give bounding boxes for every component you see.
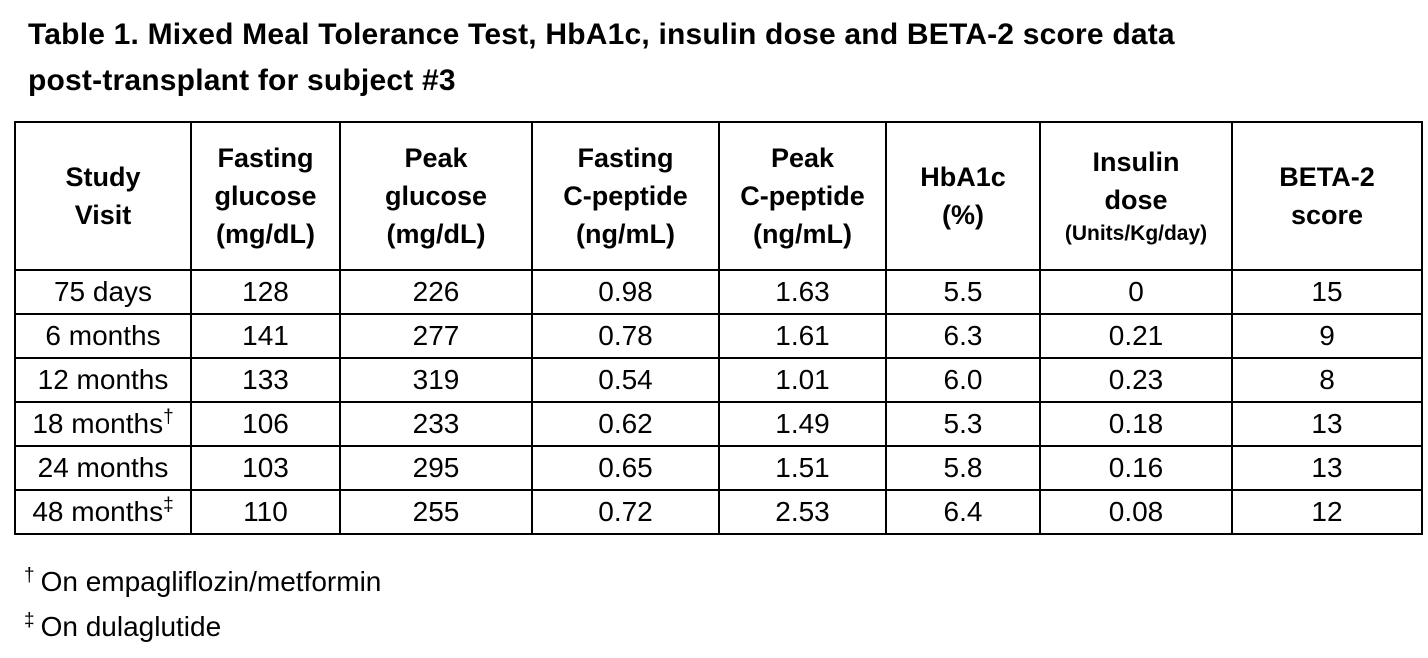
hba1c-cell: 6.0 [885,357,1041,403]
fasting-cpeptide-cell: 0.54 [531,357,720,403]
table-row: 75 days 128 226 0.98 1.63 5.5 0 15 [14,269,1423,315]
footnotes: † On empagliflozin/metformin ‡ On dulaglut… [24,559,1428,649]
beta2-score-cell: 15 [1231,269,1423,315]
fasting-glucose-cell: 110 [190,489,341,535]
peak-cpeptide-cell: 1.49 [718,401,887,447]
insulin-dose-cell: 0.23 [1039,357,1233,403]
peak-cpeptide-cell: 1.63 [718,269,887,315]
hba1c-cell: 6.4 [885,489,1041,535]
peak-glucose-cell: 319 [339,357,533,403]
col-header-beta2-score: BETA-2 score [1231,121,1423,271]
peak-cpeptide-cell: 2.53 [718,489,887,535]
col-header-hba1c: HbA1c (%) [885,121,1041,271]
insulin-dose-cell: 0.16 [1039,445,1233,491]
fasting-glucose-cell: 133 [190,357,341,403]
col-header-fasting-glucose: Fasting glucose (mg/dL) [190,121,341,271]
footnote-double-dagger: ‡ On dulaglutide [24,604,1428,649]
insulin-dose-cell: 0.18 [1039,401,1233,447]
fasting-cpeptide-cell: 0.62 [531,401,720,447]
beta2-score-cell: 9 [1231,313,1423,359]
table-header-row: Study Visit Fasting glucose (mg/dL) Peak… [14,121,1423,271]
visit-cell: 12 months [14,357,192,403]
peak-glucose-cell: 255 [339,489,533,535]
insulin-dose-cell: 0 [1039,269,1233,315]
footnote-dagger-text: On empagliflozin/metformin [40,566,382,597]
fasting-cpeptide-cell: 0.65 [531,445,720,491]
peak-glucose-cell: 233 [339,401,533,447]
fasting-cpeptide-cell: 0.78 [531,313,720,359]
fasting-glucose-cell: 106 [190,401,341,447]
peak-glucose-cell: 295 [339,445,533,491]
table-row: 24 months 103 295 0.65 1.51 5.8 0.16 13 [14,445,1423,491]
col-header-fasting-cpeptide: Fasting C-peptide (ng/mL) [531,121,720,271]
col-header-insulin-dose: Insulin dose (Units/Kg/day) [1039,121,1233,271]
insulin-dose-cell: 0.08 [1039,489,1233,535]
hba1c-cell: 5.5 [885,269,1041,315]
visit-superscript: ‡ [163,494,174,516]
insulin-dose-cell: 0.21 [1039,313,1233,359]
visit-cell: 48 months‡ [14,489,192,535]
table-caption-line2: post-transplant for subject #3 [28,64,456,97]
fasting-glucose-cell: 103 [190,445,341,491]
col-header-peak-glucose: Peak glucose (mg/dL) [339,121,533,271]
visit-cell: 6 months [14,313,192,359]
table-row: 48 months‡ 110 255 0.72 2.53 6.4 0.08 12 [14,489,1423,535]
fasting-glucose-cell: 141 [190,313,341,359]
peak-glucose-cell: 277 [339,313,533,359]
double-dagger-symbol: ‡ [24,609,35,631]
visit-cell: 18 months† [14,401,192,447]
table-row: 12 months 133 319 0.54 1.01 6.0 0.23 8 [14,357,1423,403]
peak-cpeptide-cell: 1.51 [718,445,887,491]
peak-cpeptide-cell: 1.61 [718,313,887,359]
peak-glucose-cell: 226 [339,269,533,315]
fasting-glucose-cell: 128 [190,269,341,315]
table-caption: Table 1. Mixed Meal Tolerance Test, HbA1… [28,12,1428,104]
fasting-cpeptide-cell: 0.72 [531,489,720,535]
col-header-study-visit: Study Visit [14,121,192,271]
table-row: 6 months 141 277 0.78 1.61 6.3 0.21 9 [14,313,1423,359]
beta2-score-cell: 8 [1231,357,1423,403]
beta2-score-cell: 13 [1231,401,1423,447]
col-header-peak-cpeptide: Peak C-peptide (ng/mL) [718,121,887,271]
beta2-score-cell: 12 [1231,489,1423,535]
visit-superscript: † [163,406,174,428]
visit-cell: 24 months [14,445,192,491]
visit-cell: 75 days [14,269,192,315]
footnote-double-dagger-text: On dulaglutide [40,611,222,642]
hba1c-cell: 6.3 [885,313,1041,359]
beta2-score-cell: 13 [1231,445,1423,491]
fasting-cpeptide-cell: 0.98 [531,269,720,315]
table-row: 18 months† 106 233 0.62 1.49 5.3 0.18 13 [14,401,1423,447]
mmtt-data-table: Study Visit Fasting glucose (mg/dL) Peak… [14,121,1423,535]
hba1c-cell: 5.8 [885,445,1041,491]
table-caption-line1: Table 1. Mixed Meal Tolerance Test, HbA1… [28,18,1175,51]
peak-cpeptide-cell: 1.01 [718,357,887,403]
dagger-symbol: † [24,564,35,586]
hba1c-cell: 5.3 [885,401,1041,447]
footnote-dagger: † On empagliflozin/metformin [24,559,1428,604]
